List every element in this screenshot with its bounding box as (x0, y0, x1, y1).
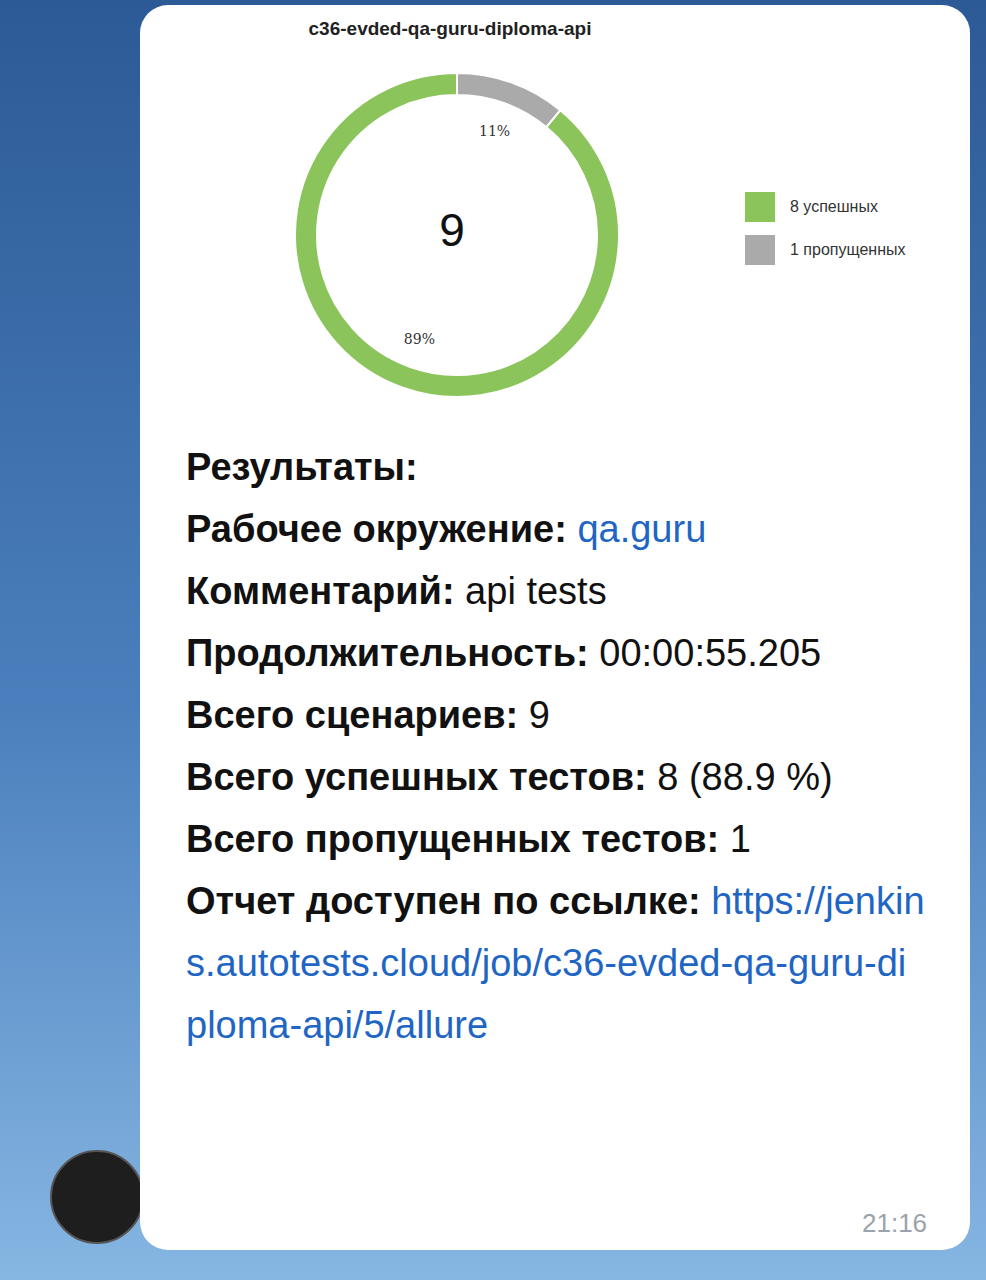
svg-text:11%: 11% (479, 123, 510, 139)
svg-text:9: 9 (439, 204, 465, 256)
html-text:Отчет доступен по ссылке: http: Отчет доступен по ссылке: https://jenkin… (186, 880, 925, 1046)
svg-text:89%: 89% (404, 331, 435, 347)
html-text:1 пропущенных: 1 пропущенных (790, 241, 906, 258)
html-text:Комментарий: api tests: Комментарий: api tests (186, 570, 607, 612)
html-text:Всего пропущенных тестов: 1: Всего пропущенных тестов: 1 (186, 818, 751, 860)
html-text:Всего сценариев: 9: Всего сценариев: 9 (186, 694, 550, 736)
html-text:Всего успешных тестов: 8 (88.9: Всего успешных тестов: 8 (88.9 %) (186, 756, 833, 798)
html-text:Рабочее окружение: qa.guru: Рабочее окружение: qa.guru (186, 508, 707, 550)
html-text:21:16: 21:16 (862, 1208, 928, 1238)
html-text:c36-evded-qa-guru-diploma-api: c36-evded-qa-guru-diploma-api (308, 18, 592, 39)
html-text:Продолжительность: 00:00:55.20: Продолжительность: 00:00:55.205 (186, 632, 822, 674)
html-text:Результаты:: Результаты: (186, 446, 418, 488)
html-text:8 успешных: 8 успешных (790, 198, 878, 215)
